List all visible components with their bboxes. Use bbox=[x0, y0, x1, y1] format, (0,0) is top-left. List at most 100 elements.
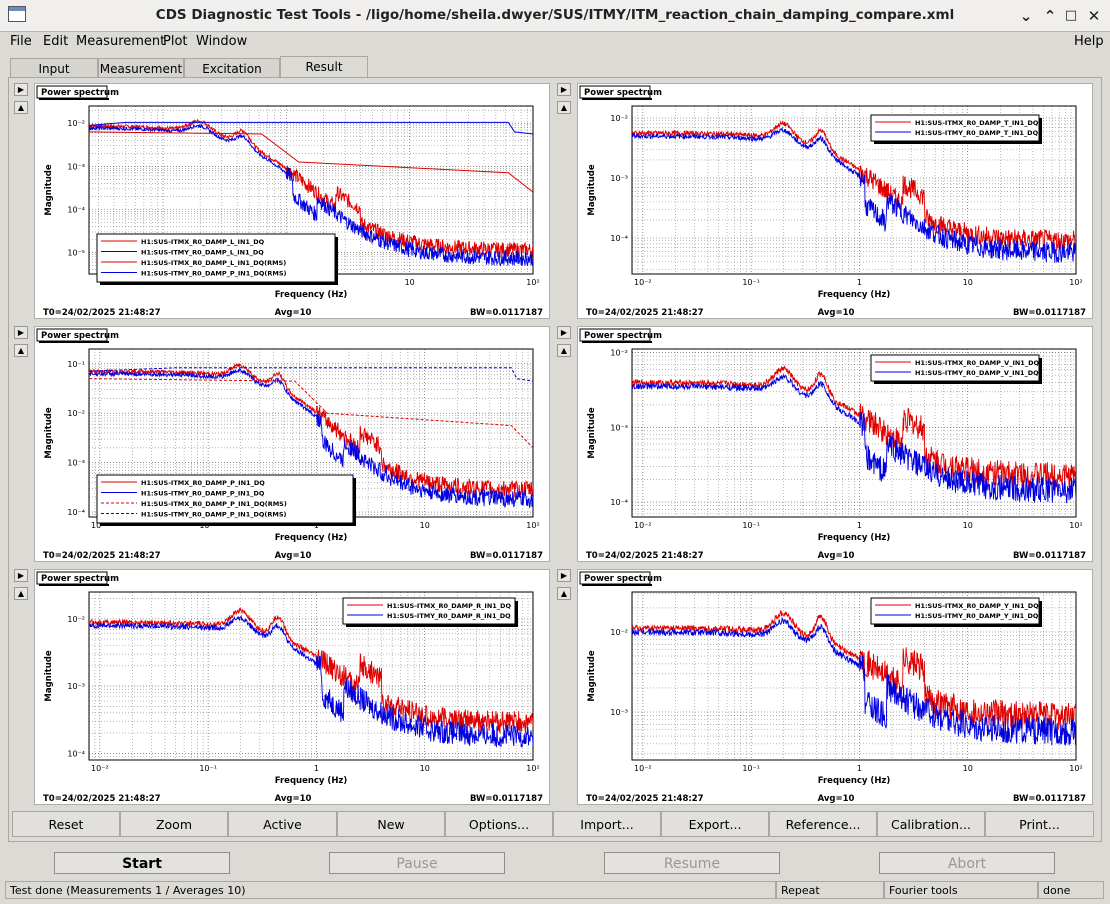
active-button[interactable]: Active bbox=[228, 811, 337, 837]
reset-button[interactable]: Reset bbox=[12, 811, 120, 837]
rms-itmy-curve bbox=[89, 121, 533, 135]
legend-box bbox=[870, 597, 1040, 625]
plot-canvas[interactable]: Power spectrum 10⁻² 10⁻³ 10⁻⁴ 10⁻² 10⁻¹ 1 10 10²… bbox=[34, 569, 550, 805]
tab-result[interactable]: Result bbox=[280, 56, 368, 78]
x-tick-label: 10 bbox=[963, 764, 973, 773]
y-tick-label: 10⁻³ bbox=[67, 682, 85, 691]
collapse-panel-button[interactable]: ▲ bbox=[14, 344, 28, 357]
window-titlebar: CDS Diagnostic Test Tools - /ligo/home/s… bbox=[0, 0, 1110, 32]
legend-entry: H1:SUS-ITMX_R0_DAMP_V_IN1_DQ bbox=[915, 359, 1039, 367]
restore-icon[interactable]: □ bbox=[1064, 8, 1078, 23]
x-tick-label: 1 bbox=[857, 764, 862, 773]
menu-plot[interactable]: Plot bbox=[163, 34, 188, 49]
menu-measurement[interactable]: Measurement bbox=[76, 34, 166, 49]
x-tick-label: 10⁻¹ bbox=[199, 764, 217, 773]
collapse-panel-button[interactable]: ▲ bbox=[14, 587, 28, 600]
y-tick-label: 10⁻² bbox=[67, 119, 85, 128]
print-button[interactable]: Print... bbox=[985, 811, 1094, 837]
averages-label: Avg=10 bbox=[275, 794, 312, 804]
plot-canvas[interactable]: Power spectrum 10⁻² 10⁻³ 10⁻⁴ 10⁻² 10⁻¹ 1 10 10²… bbox=[577, 326, 1093, 562]
reference-button[interactable]: Reference... bbox=[769, 811, 877, 837]
plot-canvas[interactable]: Power spectrum 10⁻² 10⁻³ 10⁻⁴ 10⁻² 10⁻¹ 1 10 10²… bbox=[577, 83, 1093, 319]
menu-window[interactable]: Window bbox=[196, 34, 248, 49]
bandwidth-label: BW=0.0117187 bbox=[1013, 794, 1086, 804]
plot-panel: ▶▲Power spectrum10⁻¹10⁻²10⁻³10⁻⁴10⁻²10⁻¹… bbox=[14, 326, 550, 562]
legend-entry: H1:SUS-ITMX_R0_DAMP_P_IN1_DQ bbox=[141, 479, 265, 487]
export-button[interactable]: Export... bbox=[661, 811, 769, 837]
expand-panel-button[interactable]: ▶ bbox=[557, 569, 571, 582]
tab-excitation[interactable]: Excitation bbox=[184, 58, 280, 78]
legend-entry: H1:SUS-ITMX_R0_DAMP_L_IN1_DQ(RMS) bbox=[141, 259, 286, 267]
x-tick-label: 10 bbox=[963, 278, 973, 287]
y-axis-label: Magnitude bbox=[587, 164, 597, 215]
maximize-window-icon[interactable]: ⌃ bbox=[1043, 7, 1057, 25]
legend-entry: H1:SUS-ITMX_R0_DAMP_Y_IN1_DQ bbox=[915, 602, 1039, 610]
collapse-panel-button[interactable]: ▲ bbox=[557, 101, 571, 114]
y-axis-label: Magnitude bbox=[44, 164, 54, 215]
expand-panel-button[interactable]: ▶ bbox=[557, 326, 571, 339]
x-tick-label: 10 bbox=[405, 278, 415, 287]
legend-entry: H1:SUS-ITMY_R0_DAMP_P_IN1_DQ(RMS) bbox=[141, 511, 287, 519]
x-tick-label: 10⁻¹ bbox=[742, 278, 760, 287]
x-tick-label: 1 bbox=[857, 521, 862, 530]
x-axis-label: Frequency (Hz) bbox=[818, 290, 891, 300]
x-tick-label: 10² bbox=[1069, 764, 1082, 773]
averages-label: Avg=10 bbox=[818, 551, 855, 561]
y-tick-label: 10⁻⁴ bbox=[610, 498, 628, 507]
status-tool: Fourier tools bbox=[884, 881, 1038, 899]
series-itmy-curve bbox=[89, 368, 533, 508]
start-time-label: T0=24/02/2025 21:48:27 bbox=[43, 794, 161, 804]
close-icon[interactable]: ✕ bbox=[1087, 7, 1101, 25]
collapse-panel-button[interactable]: ▲ bbox=[14, 101, 28, 114]
y-tick-label: 10⁻³ bbox=[67, 162, 85, 171]
start-button[interactable]: Start bbox=[54, 852, 230, 874]
expand-panel-button[interactable]: ▶ bbox=[14, 83, 28, 96]
bandwidth-label: BW=0.0117187 bbox=[470, 308, 543, 318]
legend-entry: H1:SUS-ITMY_R0_DAMP_P_IN1_DQ(RMS) bbox=[141, 270, 287, 278]
abort-button[interactable]: Abort bbox=[879, 852, 1055, 874]
y-tick-label: 10⁻⁴ bbox=[610, 234, 628, 243]
legend-box bbox=[342, 597, 516, 625]
zoom-button[interactable]: Zoom bbox=[120, 811, 228, 837]
pause-button[interactable]: Pause bbox=[329, 852, 505, 874]
plot-canvas[interactable]: Power spectrum 10⁻² 10⁻³ 10⁻² 10⁻¹ 1 10 10² Magn… bbox=[577, 569, 1093, 805]
legend-box bbox=[96, 474, 354, 524]
collapse-panel-button[interactable]: ▲ bbox=[557, 344, 571, 357]
plot-canvas[interactable]: Power spectrum10⁻¹10⁻²10⁻³10⁻⁴10⁻²10⁻¹11… bbox=[34, 326, 550, 562]
plot-title: Power spectrum bbox=[584, 88, 662, 98]
tab-bar: Input Measurement Excitation Result bbox=[8, 56, 1098, 78]
x-tick-label: 10⁻² bbox=[634, 764, 652, 773]
menu-edit[interactable]: Edit bbox=[43, 34, 69, 49]
plot-title: Power spectrum bbox=[584, 331, 662, 341]
x-tick-label: 10 bbox=[963, 521, 973, 530]
plot-canvas[interactable]: Power spectrum10⁻²10⁻³10⁻⁴10⁻⁵10⁻¹11010²… bbox=[34, 83, 550, 319]
averages-label: Avg=10 bbox=[275, 308, 312, 318]
tab-input[interactable]: Input bbox=[10, 58, 98, 78]
series-itmy-curve bbox=[632, 616, 1076, 746]
app-window-icon bbox=[8, 6, 26, 22]
legend-entry: H1:SUS-ITMX_R0_DAMP_P_IN1_DQ(RMS) bbox=[141, 500, 287, 508]
rms-itmx-curve bbox=[89, 131, 533, 193]
calibration-button[interactable]: Calibration... bbox=[877, 811, 985, 837]
spectrum-chart: Power spectrum 10⁻² 10⁻³ 10⁻⁴ 10⁻² 10⁻¹ 1 10 10²… bbox=[579, 328, 1086, 561]
y-axis-label: Magnitude bbox=[587, 650, 597, 701]
x-axis-label: Frequency (Hz) bbox=[275, 776, 348, 786]
x-tick-label: 10 bbox=[420, 521, 430, 530]
expand-panel-button[interactable]: ▶ bbox=[14, 569, 28, 582]
new-button[interactable]: New bbox=[337, 811, 445, 837]
import-button[interactable]: Import... bbox=[553, 811, 661, 837]
tab-measurement[interactable]: Measurement bbox=[98, 58, 184, 78]
series-itmx-curve bbox=[89, 363, 533, 498]
options-button[interactable]: Options... bbox=[445, 811, 553, 837]
start-time-label: T0=24/02/2025 21:48:27 bbox=[586, 308, 704, 318]
legend-entry: H1:SUS-ITMY_R0_DAMP_L_IN1_DQ bbox=[141, 249, 264, 257]
menu-help[interactable]: Help bbox=[1074, 34, 1104, 49]
collapse-panel-button[interactable]: ▲ bbox=[557, 587, 571, 600]
expand-panel-button[interactable]: ▶ bbox=[14, 326, 28, 339]
y-tick-label: 10⁻³ bbox=[67, 459, 85, 468]
resume-button[interactable]: Resume bbox=[604, 852, 780, 874]
minimize-icon[interactable]: ⌄ bbox=[1019, 7, 1033, 25]
menu-file[interactable]: File bbox=[10, 34, 32, 49]
expand-panel-button[interactable]: ▶ bbox=[557, 83, 571, 96]
y-axis-label: Magnitude bbox=[44, 650, 54, 701]
